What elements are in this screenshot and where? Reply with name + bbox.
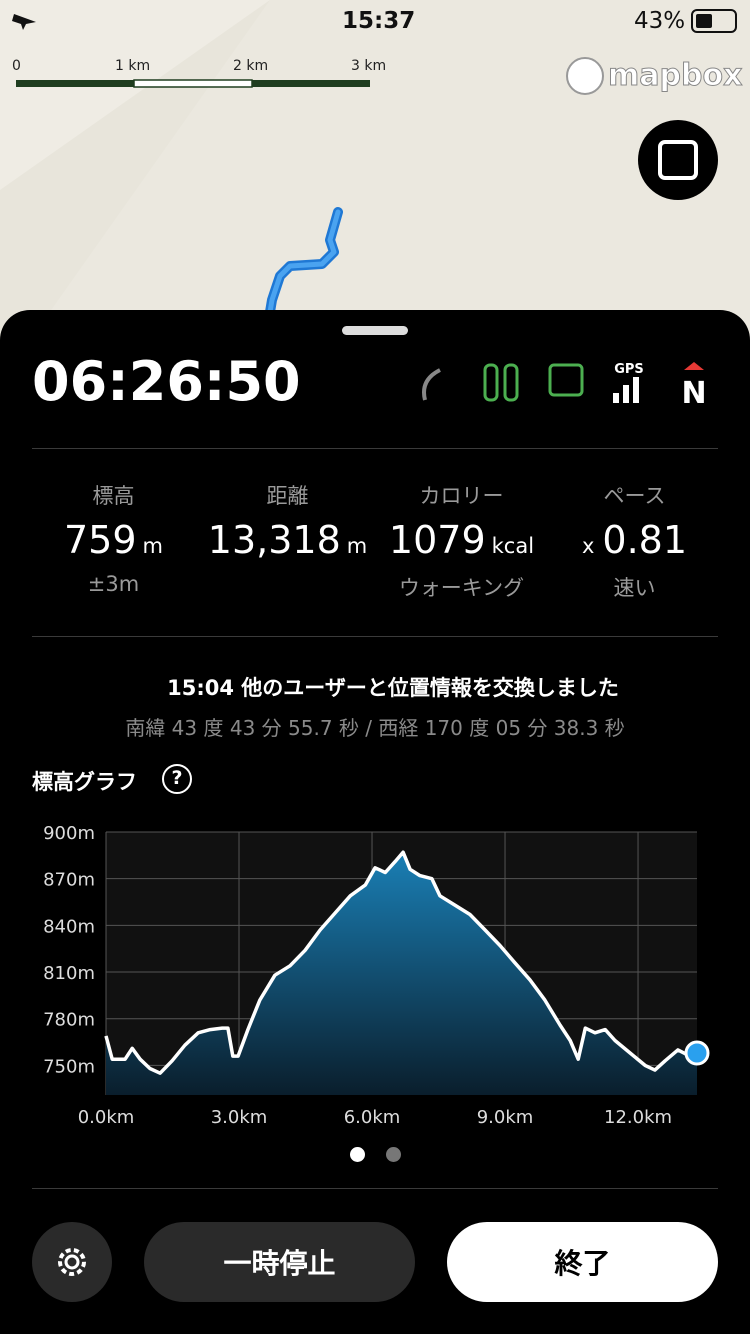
stat-label: 距離 [266,484,309,508]
y-tick-label: 870m [43,870,95,891]
divider [32,636,718,637]
pause-button[interactable]: 一時停止 [144,1222,415,1302]
exchange-text: 他のユーザーと位置情報を交換しました [241,676,619,700]
y-tick-label: 780m [43,1010,95,1031]
elevation-area [106,852,697,1095]
drag-handle[interactable] [342,326,408,335]
mapbox-icon [566,57,604,95]
stat: 距離 13,318 m [194,480,381,568]
scale-label: 0 [12,58,21,74]
timer: 06:26:50 [32,350,301,413]
airplane-icon [12,14,36,30]
y-tick-label: 900m [43,823,95,844]
x-tick-label: 6.0km [344,1107,401,1128]
stat-unit: m [346,534,368,558]
expand-button[interactable] [638,120,718,200]
gps-label: GPS [614,362,644,377]
mapbox-logo: mapbox [607,58,743,94]
stat-value: 0.81 [602,518,688,562]
message-icon [548,363,584,397]
stat-label: 標高 [92,484,135,508]
bottom-sheet [0,310,750,1334]
stat-value: 13,318 [207,518,341,562]
clock: 15:37 [342,8,416,34]
stat-prefix: x [581,534,595,558]
page-dot[interactable] [350,1147,365,1162]
help-button[interactable]: ? [162,764,192,794]
stat-sub: 速い [613,576,656,600]
stat-unit: m [142,534,163,558]
elevation-chart: 750m 780m 810m 840m 870m 900m 0.0km 3.0km 6.0km 9… [43,823,710,1128]
finish-button[interactable]: 終了 [447,1222,718,1302]
stat: カロリー 1079 kcal ウォーキング [368,480,555,602]
scale-label: 2 km [233,58,269,74]
divider [32,448,718,449]
current-position [684,1040,710,1066]
stat-sub: ±3m [87,572,140,596]
stat-unit: kcal [491,534,535,558]
x-tick-label: 3.0km [211,1107,268,1128]
x-tick-label: 12.0km [604,1107,672,1128]
x-tick-label: 0.0km [78,1107,135,1128]
gear-icon [58,1248,86,1276]
battery-level: 43% [634,8,686,34]
stat-label: カロリー [419,484,504,508]
stat: 標高 759 m ±3m [20,480,207,596]
stat-value: 1079 [388,518,486,562]
scale-label: 3 km [351,58,387,74]
stat-sub: ウォーキング [398,576,525,600]
page-dot[interactable] [386,1147,401,1162]
stat: ペース x 0.81 速い [541,480,728,602]
y-tick-label: 750m [43,1056,95,1077]
exchange-message: 15:04 他のユーザーと位置情報を交換しました [0,672,750,702]
divider [32,1188,718,1189]
map-terrain [0,0,750,340]
settings-button[interactable] [32,1222,112,1302]
indicator-icons: GPS N [422,362,707,411]
battery-icon [691,9,737,33]
exchange-coords: 南緯 43 度 43 分 55.7 秒 / 西経 170 度 05 分 38.3… [125,716,625,740]
exchange-icon [483,363,499,402]
map[interactable]: 15:37 43% 0 1 km 2 km 3 km mapbox [0,0,750,340]
scale-label: 1 km [115,58,151,74]
y-tick-label: 810m [43,963,95,984]
graph-title: 標高グラフ [32,770,137,794]
stat-value: 759 [64,518,137,562]
elevation-line [104,850,698,1075]
stat-label: ペース [603,484,666,508]
route-off-icon [422,368,441,401]
x-tick-label: 9.0km [477,1107,534,1128]
exchange-time: 15:04 [167,676,234,700]
north-label: N [681,376,706,411]
y-tick-label: 840m [43,916,95,937]
